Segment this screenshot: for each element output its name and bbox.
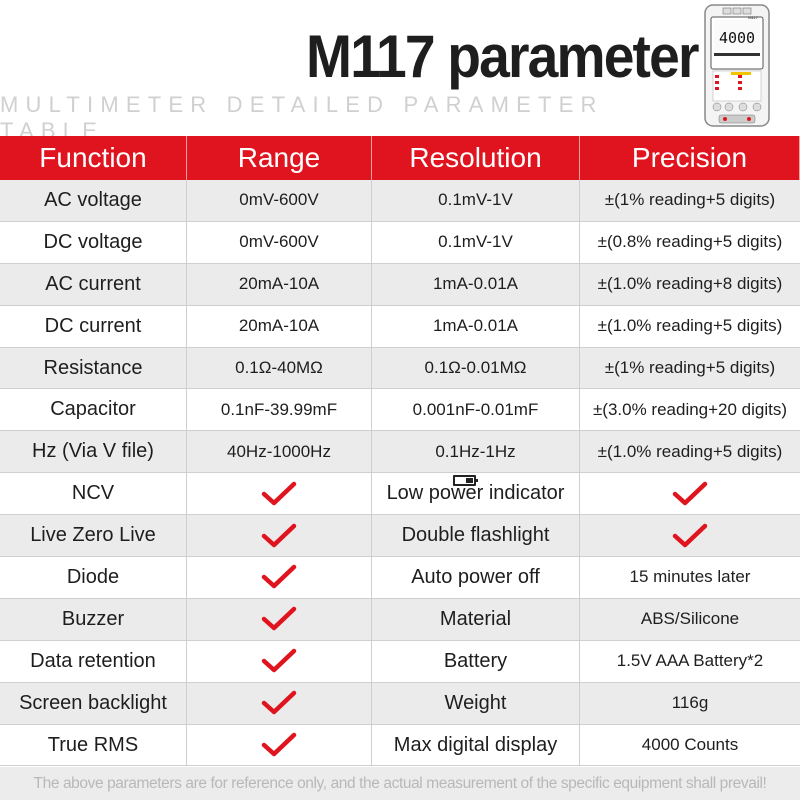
function-cell: Data retention [0,640,187,682]
header-resolution: Resolution [372,136,580,180]
supported-check-icon [187,515,372,557]
feature-label: Material [439,607,512,630]
table-row: True RMS Max digital display 4000 Counts [0,724,800,767]
feature-label: Weight [444,691,507,714]
table-row: AC current 20mA-10A 1mA-0.01A ±(1.0% rea… [0,263,800,306]
function-cell: Hz (Via V file) [0,431,187,473]
function-cell: Buzzer [0,598,187,640]
feature-label-cell: Max digital display [372,724,580,766]
precision-cell: ±(1.0% reading+8 digits) [597,274,783,294]
precision-cell: ±(1% reading+5 digits) [604,358,776,377]
range-cell: 20mA-10A [187,263,372,305]
feature-label-cell: Material [372,598,580,640]
table-row: Hz (Via V file) 40Hz-1000Hz 0.1Hz-1Hz ±(… [0,431,800,474]
table-row: NCV Low power indicator [0,473,800,516]
table-row: Buzzer Material ABS/Silicone [0,598,800,641]
feature-label-cell: Auto power off [372,557,580,598]
table-row: Capacitor 0.1nF-39.99mF 0.001nF-0.01mF ±… [0,389,800,432]
function-cell: AC current [0,263,187,305]
function-cell: True RMS [0,724,187,766]
resolution-cell: 0.1Hz-1Hz [372,431,580,473]
precision-cell: ±(1.0% reading+5 digits) [597,441,783,461]
feature-value-cell: 15 minutes later [629,567,751,587]
table-row: DC current 20mA-10A 1mA-0.01A ±(1.0% rea… [0,305,800,348]
header-precision: Precision [580,136,800,180]
feature-label: Max digital display [393,733,558,756]
precision-cell: ±(3.0% reading+20 digits) [592,399,788,419]
supported-check-icon [187,473,372,515]
feature-label: Auto power off [411,565,540,588]
feature-label-cell: Low power indicator [372,473,580,515]
table-row: Diode Auto power off 15 minutes later [0,557,800,599]
function-cell: DC voltage [0,221,187,263]
feature-label: Battery [443,649,508,672]
feature-value-cell: ABS/Silicone [640,609,740,629]
resolution-cell: 1mA-0.01A [372,305,580,347]
feature-label: Double flashlight [401,524,550,547]
table-row: Data retention Battery 1.5V AAA Battery*… [0,640,800,683]
header-function: Function [0,136,187,180]
feature-label: Low power indicator [386,482,565,505]
meter-display-value: 4000 [719,29,755,47]
meter-model: M117 [748,15,758,20]
precision-cell: ±(1% reading+5 digits) [604,190,776,210]
supported-check-icon [187,682,372,724]
feature-label-cell: Double flashlight [372,515,580,557]
resolution-cell: 0.1mV-1V [372,221,580,263]
function-cell: Diode [0,557,187,598]
supported-check-icon [187,557,372,598]
header-range: Range [187,136,372,180]
function-cell: Screen backlight [0,682,187,724]
function-cell: NCV [0,473,187,515]
range-cell: 20mA-10A [187,305,372,347]
multimeter-image: 4000 M117 [704,4,770,127]
disclaimer-footer: The above parameters are for reference o… [0,767,800,800]
range-cell: 0mV-600V [187,221,372,263]
resolution-cell: 0.001nF-0.01mF [372,389,580,431]
supported-check-icon [187,724,372,766]
precision-cell: ±(0.8% reading+5 digits) [597,232,783,252]
function-cell: DC current [0,305,187,347]
function-cell: Resistance [0,347,187,389]
function-cell: Capacitor [0,389,187,431]
table-row: Screen backlight Weight 116g [0,682,800,725]
range-cell: 40Hz-1000Hz [187,431,372,473]
function-cell: AC voltage [0,180,187,221]
range-cell: 0.1nF-39.99mF [187,389,372,431]
feature-value-cell: 4000 Counts [641,735,739,755]
table-row: Resistance 0.1Ω-40MΩ 0.1Ω-0.01MΩ ±(1% re… [0,347,800,390]
table-header: Function Range Resolution Precision [0,136,800,180]
parameter-table: Function Range Resolution Precision AC v… [0,136,800,767]
precision-cell: ±(1.0% reading+5 digits) [597,316,783,336]
table-row: AC voltage 0mV-600V 0.1mV-1V ±(1% readin… [0,180,800,222]
feature-label-cell: Weight [372,682,580,724]
feature-value-cell: 1.5V AAA Battery*2 [616,651,764,671]
table-row: DC voltage 0mV-600V 0.1mV-1V ±(0.8% read… [0,221,800,264]
battery-low-icon [453,475,478,487]
resolution-cell: 1mA-0.01A [372,263,580,305]
feature-check-icon [580,515,800,556]
supported-check-icon [187,640,372,682]
resolution-cell: 0.1Ω-0.01MΩ [372,347,580,389]
page-title: M117 parameter [306,23,699,90]
function-cell: Live Zero Live [0,515,187,557]
feature-check-icon [580,473,800,514]
page-subtitle: MULTIMETER DETAILED PARAMETER TABLE [0,92,604,143]
feature-label-cell: Battery [372,640,580,682]
feature-value-cell: 116g [671,693,709,713]
table-row: Live Zero Live Double flashlight [0,515,800,558]
range-cell: 0.1Ω-40MΩ [187,347,372,389]
range-cell: 0mV-600V [187,180,372,221]
supported-check-icon [187,598,372,640]
resolution-cell: 0.1mV-1V [372,180,580,221]
